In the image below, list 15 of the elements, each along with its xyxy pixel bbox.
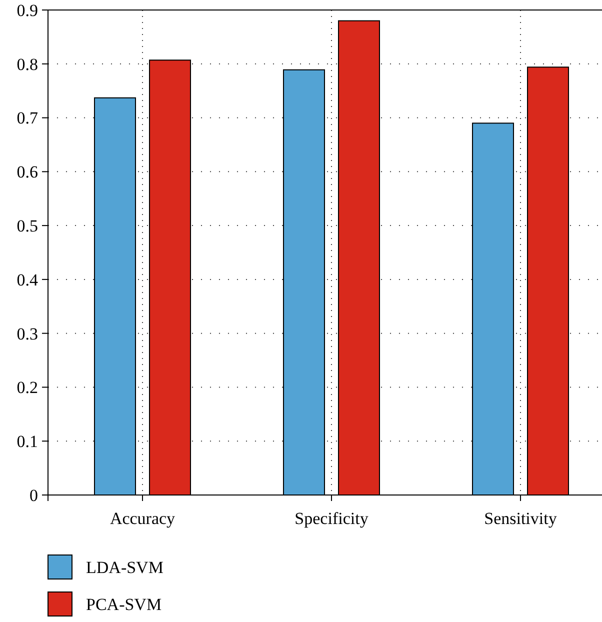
y-tick-label: 0.3	[16, 324, 38, 344]
y-tick-label: 0	[30, 486, 38, 505]
y-tick-label: 0.6	[16, 162, 38, 182]
x-tick-label: Specificity	[294, 509, 369, 528]
y-tick-label: 0.2	[16, 378, 38, 398]
x-tick-label: Sensitivity	[484, 509, 558, 528]
y-tick-label: 0.9	[16, 0, 38, 20]
legend-label: PCA-SVM	[86, 594, 162, 614]
y-tick-label: 0.1	[16, 432, 38, 452]
x-tick-label: Accuracy	[110, 509, 176, 528]
y-tick-label: 0.5	[16, 216, 38, 236]
y-tick-label: 0.4	[16, 270, 38, 290]
y-tick-label: 0.8	[16, 54, 38, 74]
legend-label: LDA-SVM	[86, 558, 164, 577]
y-tick-label: 0.7	[16, 108, 38, 128]
